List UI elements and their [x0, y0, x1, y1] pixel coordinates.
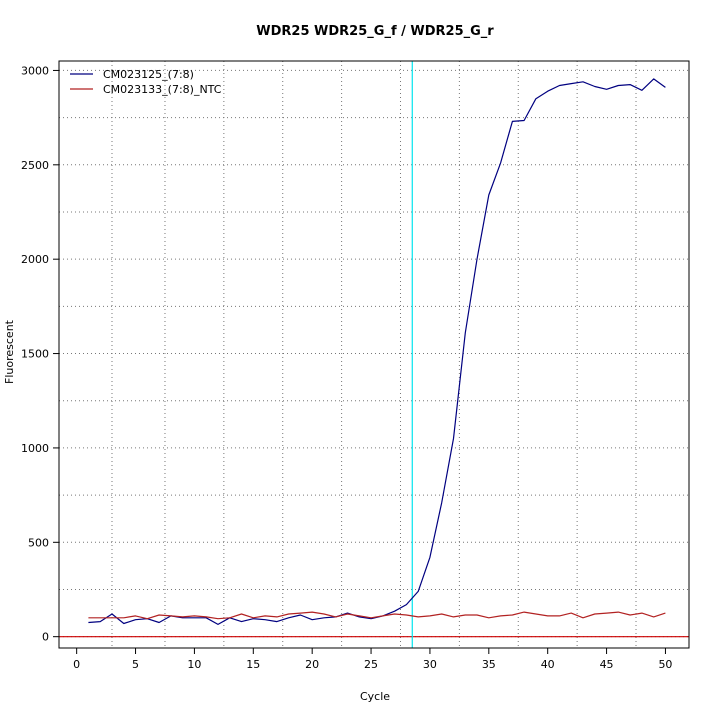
x-tick-label: 25: [364, 658, 378, 671]
x-tick-label: 0: [73, 658, 80, 671]
grid: [59, 61, 689, 648]
reference-lines: [59, 61, 689, 648]
y-tick-label: 1500: [21, 348, 49, 361]
plot-frame: [58, 60, 690, 649]
x-tick-label: 45: [600, 658, 614, 671]
x-tick-label: 5: [132, 658, 139, 671]
x-tick-label: 40: [541, 658, 555, 671]
y-axis-label: Fluorescent: [3, 319, 16, 384]
y-tick-label: 0: [42, 631, 49, 644]
x-axis-label: Cycle: [360, 690, 390, 703]
axes: 0 5 10 15 20 25 30 35 40 45 5005001000150020002500…: [21, 60, 690, 671]
chart-title: WDR25 WDR25_G_f / WDR25_G_r: [256, 24, 494, 39]
x-tick-label: 50: [658, 658, 672, 671]
series-line-2: [88, 611, 666, 620]
x-tick-label: 30: [423, 658, 437, 671]
y-tick-label: 2500: [21, 159, 49, 172]
x-tick-label: 10: [187, 658, 201, 671]
legend: CM023125_(7:8) CM023133_(7:8)_NTC: [70, 68, 222, 96]
series-lines: [88, 78, 666, 626]
y-tick-label: 500: [28, 536, 49, 549]
x-tick-label: 35: [482, 658, 496, 671]
legend-label: CM023125_(7:8): [103, 68, 194, 81]
x-tick-label: 20: [305, 658, 319, 671]
x-tick-label: 15: [246, 658, 260, 671]
y-tick-label: 3000: [21, 64, 49, 77]
y-tick-label: 1000: [21, 442, 49, 455]
y-tick-label: 2000: [21, 253, 49, 266]
legend-label: CM023133_(7:8)_NTC: [103, 83, 222, 96]
